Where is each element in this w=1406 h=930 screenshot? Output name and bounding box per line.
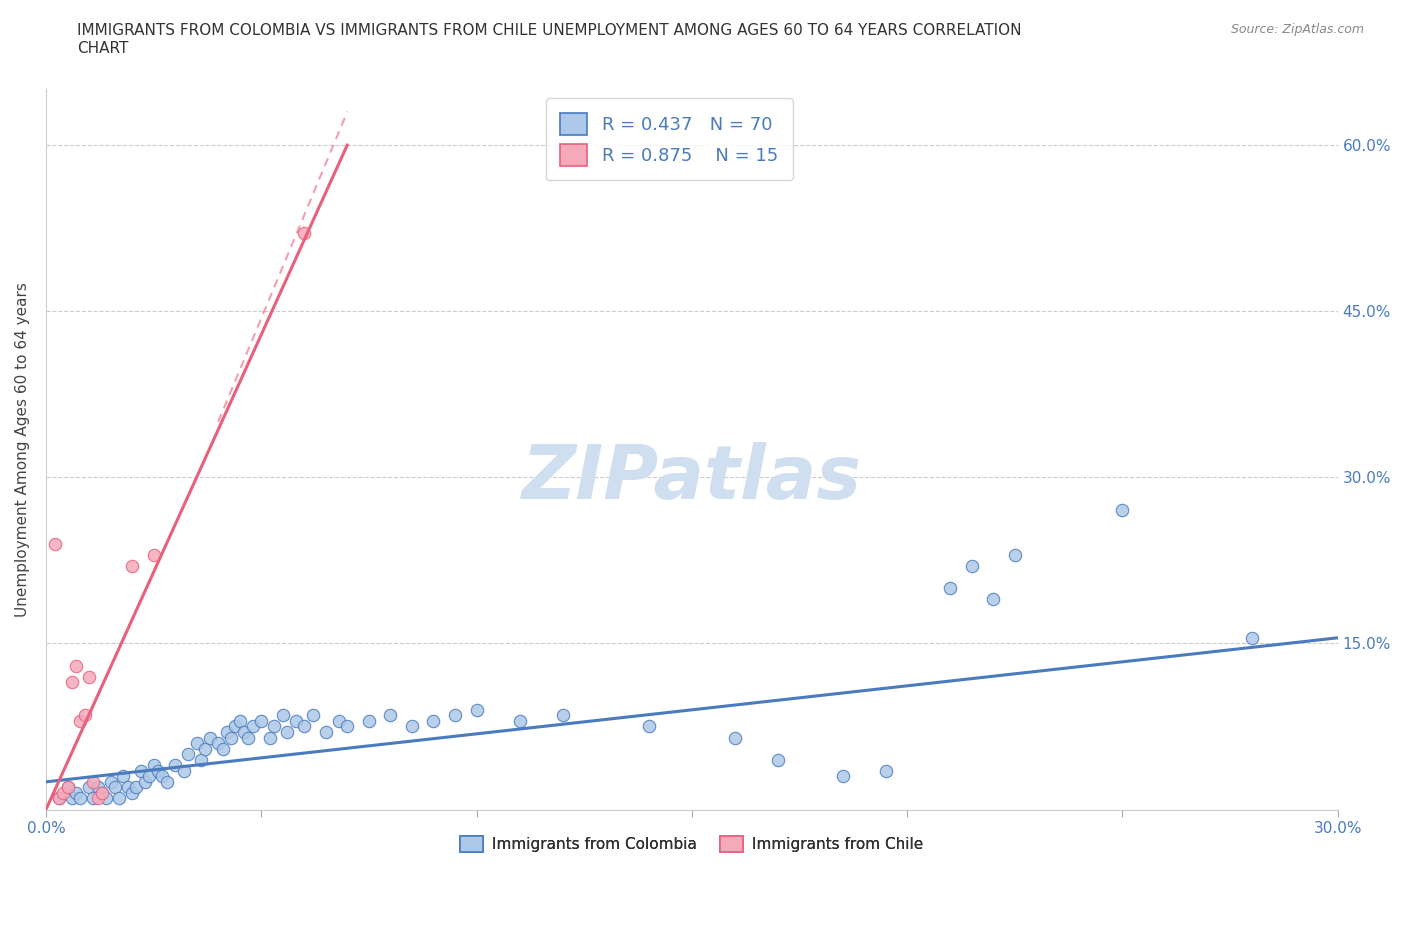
- Point: [724, 730, 747, 745]
- Point: [271, 708, 294, 723]
- Point: [108, 791, 131, 806]
- Point: [224, 719, 246, 734]
- Point: [263, 719, 285, 734]
- Point: [422, 713, 444, 728]
- Point: [86, 780, 108, 795]
- Point: [77, 780, 100, 795]
- Point: [831, 769, 853, 784]
- Point: [48, 791, 70, 806]
- Point: [60, 791, 83, 806]
- Point: [211, 741, 233, 756]
- Point: [875, 764, 897, 778]
- Point: [242, 719, 264, 734]
- Point: [228, 713, 250, 728]
- Point: [939, 580, 962, 595]
- Point: [86, 791, 108, 806]
- Point: [465, 702, 488, 717]
- Point: [44, 537, 66, 551]
- Point: [146, 764, 169, 778]
- Point: [284, 713, 307, 728]
- Point: [173, 764, 195, 778]
- Point: [117, 780, 139, 795]
- Point: [125, 780, 148, 795]
- Point: [69, 713, 91, 728]
- Point: [1004, 547, 1026, 562]
- Point: [82, 775, 104, 790]
- Point: [142, 758, 165, 773]
- Point: [150, 769, 173, 784]
- Point: [69, 791, 91, 806]
- Point: [194, 741, 217, 756]
- Point: [328, 713, 350, 728]
- Point: [219, 730, 242, 745]
- Point: [60, 674, 83, 689]
- Point: [138, 769, 160, 784]
- Point: [292, 719, 315, 734]
- Point: [155, 775, 177, 790]
- Point: [1111, 503, 1133, 518]
- Point: [766, 752, 789, 767]
- Point: [207, 736, 229, 751]
- Text: IMMIGRANTS FROM COLOMBIA VS IMMIGRANTS FROM CHILE UNEMPLOYMENT AMONG AGES 60 TO : IMMIGRANTS FROM COLOMBIA VS IMMIGRANTS F…: [77, 23, 1022, 56]
- Point: [186, 736, 208, 751]
- Point: [238, 730, 260, 745]
- Point: [129, 764, 152, 778]
- Point: [77, 670, 100, 684]
- Point: [215, 724, 238, 739]
- Point: [637, 719, 659, 734]
- Point: [121, 786, 143, 801]
- Point: [315, 724, 337, 739]
- Point: [177, 747, 200, 762]
- Point: [112, 769, 135, 784]
- Point: [444, 708, 467, 723]
- Point: [302, 708, 325, 723]
- Point: [134, 775, 156, 790]
- Point: [100, 775, 122, 790]
- Point: [190, 752, 212, 767]
- Point: [1240, 631, 1263, 645]
- Point: [276, 724, 298, 739]
- Point: [56, 780, 79, 795]
- Point: [292, 226, 315, 241]
- Point: [233, 724, 256, 739]
- Text: Source: ZipAtlas.com: Source: ZipAtlas.com: [1230, 23, 1364, 36]
- Point: [65, 786, 87, 801]
- Legend: Immigrants from Colombia, Immigrants from Chile: Immigrants from Colombia, Immigrants fro…: [453, 829, 931, 859]
- Point: [48, 791, 70, 806]
- Point: [91, 786, 114, 801]
- Point: [380, 708, 402, 723]
- Point: [509, 713, 531, 728]
- Point: [52, 786, 75, 801]
- Point: [121, 558, 143, 573]
- Point: [198, 730, 221, 745]
- Point: [65, 658, 87, 673]
- Point: [250, 713, 273, 728]
- Point: [259, 730, 281, 745]
- Point: [96, 791, 118, 806]
- Point: [56, 780, 79, 795]
- Point: [165, 758, 187, 773]
- Point: [73, 708, 96, 723]
- Point: [357, 713, 380, 728]
- Point: [142, 547, 165, 562]
- Point: [551, 708, 574, 723]
- Point: [104, 780, 127, 795]
- Point: [336, 719, 359, 734]
- Point: [82, 791, 104, 806]
- Text: ZIPatlas: ZIPatlas: [522, 442, 862, 515]
- Point: [981, 591, 1004, 606]
- Y-axis label: Unemployment Among Ages 60 to 64 years: Unemployment Among Ages 60 to 64 years: [15, 282, 30, 617]
- Point: [401, 719, 423, 734]
- Point: [960, 558, 983, 573]
- Point: [91, 786, 114, 801]
